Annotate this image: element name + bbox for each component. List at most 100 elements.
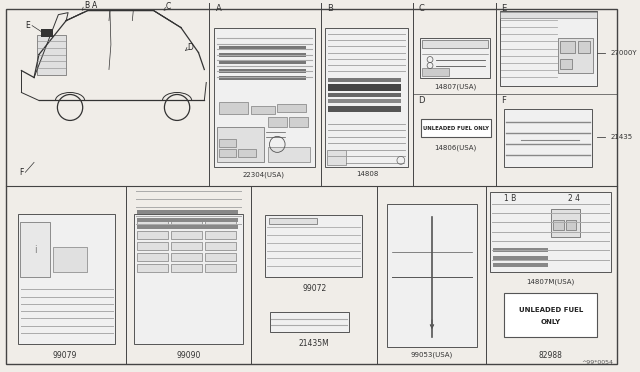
Text: 99079: 99079: [53, 350, 77, 359]
Text: C: C: [166, 2, 171, 11]
Bar: [205, 231, 236, 239]
Bar: [327, 150, 346, 166]
Bar: [172, 242, 202, 250]
Text: E: E: [25, 21, 29, 30]
Bar: [504, 109, 591, 167]
Bar: [205, 264, 236, 272]
Text: 99090: 99090: [177, 350, 201, 359]
Bar: [214, 28, 316, 167]
Bar: [493, 248, 548, 252]
Text: UNLEADED FUEL ONLY: UNLEADED FUEL ONLY: [423, 126, 490, 131]
Text: 1 B: 1 B: [504, 194, 516, 203]
Text: F: F: [501, 96, 506, 105]
Text: 27000Y: 27000Y: [611, 49, 637, 55]
Bar: [219, 102, 248, 115]
Bar: [566, 220, 576, 230]
Text: D: D: [187, 43, 193, 52]
Bar: [325, 28, 408, 167]
Text: UNLEADED FUEL: UNLEADED FUEL: [518, 307, 583, 313]
Bar: [172, 253, 202, 261]
Bar: [137, 231, 168, 239]
Bar: [20, 222, 50, 277]
Text: ^99*0054: ^99*0054: [581, 359, 613, 365]
Bar: [504, 293, 597, 337]
Text: 21435: 21435: [611, 134, 633, 140]
Bar: [289, 118, 308, 128]
Bar: [205, 220, 236, 228]
Bar: [269, 218, 317, 224]
Bar: [269, 312, 349, 332]
Bar: [500, 11, 597, 86]
Bar: [328, 106, 401, 112]
Bar: [219, 140, 236, 147]
Bar: [268, 118, 287, 128]
Bar: [172, 264, 202, 272]
Bar: [137, 242, 168, 250]
Text: ONLY: ONLY: [541, 319, 561, 325]
Text: B: B: [327, 4, 333, 13]
Text: i: i: [34, 245, 36, 255]
Bar: [328, 99, 401, 103]
Bar: [205, 253, 236, 261]
Bar: [422, 68, 449, 76]
Bar: [219, 61, 307, 64]
Bar: [137, 264, 168, 272]
Bar: [219, 68, 307, 73]
Bar: [219, 76, 307, 80]
Bar: [37, 35, 66, 74]
Text: 82988: 82988: [539, 350, 563, 359]
Bar: [137, 220, 168, 228]
Text: A: A: [216, 4, 221, 13]
Bar: [137, 210, 238, 214]
Bar: [219, 46, 307, 49]
Bar: [328, 83, 401, 92]
Bar: [328, 93, 401, 97]
Text: 99072: 99072: [302, 283, 326, 293]
Text: B: B: [84, 1, 89, 10]
Bar: [41, 29, 52, 36]
Bar: [17, 214, 115, 344]
Bar: [137, 253, 168, 261]
Bar: [561, 58, 572, 68]
Bar: [219, 52, 307, 57]
Bar: [420, 38, 490, 77]
Bar: [578, 41, 589, 52]
Bar: [172, 231, 202, 239]
Bar: [559, 38, 593, 73]
Bar: [490, 192, 611, 272]
Bar: [493, 263, 548, 267]
Bar: [500, 12, 597, 17]
Bar: [268, 147, 310, 162]
Bar: [238, 150, 256, 157]
Bar: [205, 242, 236, 250]
Bar: [387, 204, 477, 347]
Text: 21435M: 21435M: [299, 339, 330, 347]
Bar: [421, 119, 492, 137]
Text: 2 4: 2 4: [568, 194, 580, 203]
Bar: [172, 220, 202, 228]
Text: D: D: [419, 96, 425, 105]
Text: F: F: [19, 168, 24, 177]
Bar: [422, 39, 488, 48]
Bar: [219, 150, 236, 157]
Bar: [134, 214, 243, 344]
Text: A: A: [92, 1, 97, 10]
Bar: [251, 106, 275, 115]
Bar: [137, 218, 238, 222]
Bar: [561, 41, 575, 52]
Text: 14808: 14808: [356, 171, 379, 177]
Bar: [264, 215, 362, 277]
Bar: [552, 220, 564, 230]
Bar: [277, 105, 307, 112]
Bar: [550, 209, 580, 237]
Text: 99053(USA): 99053(USA): [411, 352, 453, 358]
Bar: [217, 128, 264, 162]
Bar: [52, 247, 86, 272]
Bar: [137, 225, 238, 229]
Bar: [493, 256, 548, 260]
Text: 14807(USA): 14807(USA): [434, 83, 476, 90]
Text: 14806(USA): 14806(USA): [434, 144, 476, 151]
Text: E: E: [501, 4, 506, 13]
Bar: [328, 77, 401, 81]
Text: 14807M(USA): 14807M(USA): [527, 279, 575, 285]
